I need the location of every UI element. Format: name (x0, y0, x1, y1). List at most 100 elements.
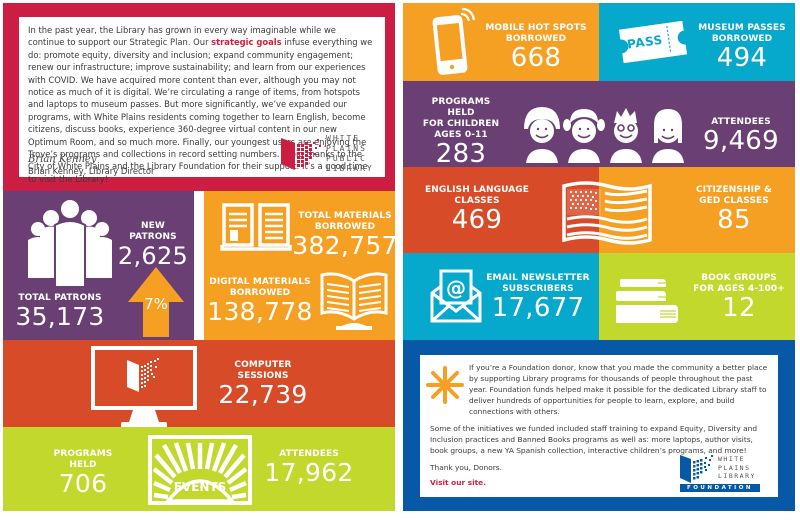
hotspots-stat: MOBILE HOT SPOTS BORROWED 668 (481, 23, 591, 71)
english-stat: ENGLISH LANGUAGE CLASSES 469 (415, 185, 539, 233)
events-label: EVENTS (173, 480, 227, 494)
asterisk-icon (426, 366, 464, 404)
computer-monitor-icon (91, 346, 197, 427)
bookgroups-label: BOOK GROUPS (701, 273, 777, 283)
signature: Brian Kenney (28, 154, 97, 165)
museum-stat: MUSEUM PASSES BORROWED 494 (694, 23, 790, 71)
visit-site-link[interactable]: Visit our site. (430, 478, 487, 487)
newsletter-tile: @ EMAIL NEWSLETTER SUBSCRIBERS 17,677 (403, 253, 599, 340)
citizenship-value: 85 (717, 205, 751, 235)
citizenship-label: CITIZENSHIP & (696, 185, 772, 195)
signer-name: Brian Kenney, Library Director (28, 166, 155, 176)
museum-label: MUSEUM PASSES (698, 23, 786, 33)
hotspots-tile: MOBILE HOT SPOTS BORROWED 668 (403, 3, 599, 81)
intro-paragraph: In the past year, the Library has grown … (28, 25, 373, 184)
computer-tile: COMPUTER SESSIONS 22,739 (3, 340, 395, 427)
book-stack-icon (616, 279, 678, 323)
total-materials-label: TOTAL MATERIALS (298, 211, 392, 221)
sunburst-icon (148, 435, 252, 505)
foundation-panel: If you’re a Foundation donor, know that … (403, 340, 795, 511)
bookgroups-label-2: FOR AGES 4-100+ (693, 284, 785, 294)
total-materials-value: 382,757 (292, 231, 395, 260)
children-programs-label-2: FOR CHILDREN (422, 119, 500, 129)
new-patrons-label: NEW PATRONS (129, 221, 177, 242)
strategic-goals-link[interactable]: strategic goals (211, 37, 282, 48)
foundation-paragraph-2: Some of the initiatives we funded includ… (430, 424, 758, 455)
foundation-logo[interactable]: WHITE PLAINS LIBRARY FOUNDATION (680, 453, 760, 495)
hotspots-label: MOBILE HOT SPOTS (485, 23, 587, 33)
newsletter-label: EMAIL NEWSLETTER (486, 273, 590, 283)
logo-text: WHITE PLAINS PUBLIC LIBRARY (326, 134, 374, 173)
english-label: ENGLISH LANGUAGE (424, 185, 530, 195)
hotspots-value: 668 (510, 43, 562, 73)
wppl-logo[interactable]: WHITE PLAINS PUBLIC LIBRARY (281, 134, 381, 174)
children-programs-label-3: AGES 0-11 (434, 130, 488, 140)
foundation-card: If you’re a Foundation donor, know that … (420, 355, 778, 497)
total-patrons-label: TOTAL PATRONS (18, 293, 102, 303)
foundation-band: FOUNDATION (680, 484, 760, 492)
ticket-icon (618, 20, 688, 64)
computer-sessions-stat: COMPUTER SESSIONS 22,739 (208, 360, 318, 408)
patrons-tile: NEW PATRONS 2,625 TOTAL PATRONS 35,173 7… (3, 191, 194, 340)
citizenship-label-2: GED CLASSES (699, 196, 769, 206)
total-patrons-stat: TOTAL PATRONS 35,173 (15, 293, 105, 330)
library-book-logo-icon (281, 138, 321, 170)
children-programs-label: PROGRAMS HELD (431, 97, 491, 118)
events-tile: PROGRAMS HELD 706 EVENTS ATTENDEES 17,96… (3, 427, 395, 511)
thanks-text: Thank you, Donors. (430, 463, 502, 472)
ebook-reader-icon (320, 272, 388, 330)
attendees-label: ATTENDEES (279, 449, 339, 459)
english-label-2: CLASSES (454, 196, 500, 206)
foundation-book-logo-icon (680, 455, 713, 483)
computer-sessions-value: 22,739 (218, 380, 308, 409)
newsletter-label-2: SUBSCRIBERS (502, 284, 574, 294)
programs-held-stat: PROGRAMS HELD 706 (43, 449, 123, 497)
new-patrons-value: 2,625 (117, 242, 189, 270)
museum-tile: PASS MUSEUM PASSES BORROWED 494 (599, 3, 795, 81)
programs-held-label: PROGRAMS HELD (53, 449, 113, 470)
english-value: 469 (451, 205, 503, 235)
museum-value: 494 (716, 43, 768, 73)
pass-ticket: PASS (615, 20, 691, 64)
up-arrow-icon (128, 267, 184, 337)
digital-materials-stat: DIGITAL MATERIALS BORROWED 138,778 (207, 277, 313, 326)
programs-held-value: 706 (58, 469, 108, 498)
children-programs-value: 283 (435, 139, 487, 167)
hotspots-label-2: BORROWED (505, 34, 567, 44)
new-patrons-stat: NEW PATRONS 2,625 (117, 221, 189, 269)
total-materials-label-2: BORROWED (314, 222, 376, 232)
newsletter-value: 17,677 (491, 293, 585, 323)
bookgroups-value: 12 (722, 293, 756, 323)
digital-materials-label: DIGITAL MATERIALS (209, 277, 311, 287)
foundation-paragraph-1: If you’re a Foundation donor, know that … (469, 363, 768, 416)
intro-panel: In the past year, the Library has grown … (3, 3, 395, 191)
children-attendees-stat: ATTENDEES 9,469 (701, 117, 781, 154)
mobile-phone-icon (432, 7, 476, 75)
open-book-icon (220, 203, 292, 251)
children-attendees-label: ATTENDEES (711, 117, 771, 127)
total-patrons-value: 35,173 (15, 302, 105, 331)
attendees-value: 17,962 (264, 458, 354, 487)
museum-label-2: BORROWED (711, 34, 773, 44)
children-attendees-value: 9,469 (703, 126, 779, 156)
citizenship-stat: CITIZENSHIP & GED CLASSES 85 (679, 185, 789, 233)
computer-sessions-label: COMPUTER SESSIONS (234, 360, 292, 381)
growth-arrow: 7% (126, 267, 186, 337)
newsletter-stat: EMAIL NEWSLETTER SUBSCRIBERS 17,677 (483, 273, 593, 321)
foundation-logo-text: WHITE PLAINS LIBRARY (718, 455, 756, 480)
digital-materials-label-2: BORROWED (229, 288, 291, 298)
events-badge: EVENTS (148, 435, 252, 505)
email-envelope-icon: @ (430, 269, 482, 323)
digital-materials-value: 138,778 (207, 297, 313, 326)
bookgroups-tile: BOOK GROUPS FOR AGES 4-100+ 12 (599, 253, 795, 340)
intro-card: In the past year, the Library has grown … (19, 17, 385, 184)
american-flag-icon (562, 181, 652, 245)
bookgroups-stat: BOOK GROUPS FOR AGES 4-100+ 12 (691, 273, 787, 321)
total-materials-stat: TOTAL MATERIALS BORROWED 382,757 (292, 211, 395, 259)
children-faces-icon (524, 107, 684, 163)
people-group-icon (28, 199, 112, 288)
svg-text:@: @ (446, 276, 466, 300)
children-programs-stat: PROGRAMS HELD FOR CHILDREN AGES 0-11 283 (421, 97, 501, 167)
materials-tile: TOTAL MATERIALS BORROWED 382,757 DIGITAL… (204, 191, 395, 340)
attendees-stat: ATTENDEES 17,962 (264, 449, 353, 486)
